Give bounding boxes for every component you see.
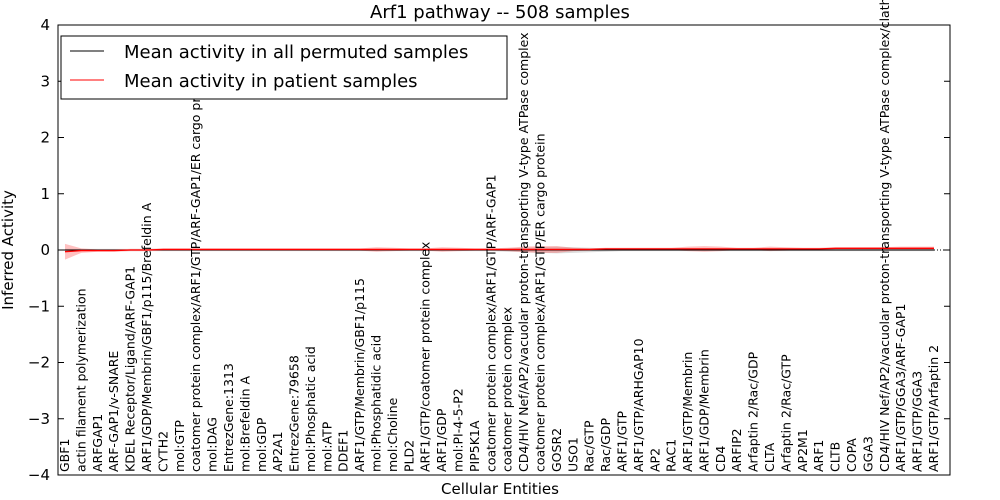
category-label: ARF1/GTP/coatomer protein complex [418, 242, 433, 472]
category-label: mol:GTP [172, 420, 187, 472]
category-label: mol:Brefeldin A [237, 375, 252, 472]
category-label: PLD2 [401, 440, 416, 472]
category-label: GGA3 [860, 436, 875, 472]
category-label: ARF1/GDP/Membrin/GBF1/p115/Brefeldin A [139, 202, 154, 472]
y-tick-label: 3 [40, 72, 50, 90]
category-label: RAC1 [664, 439, 679, 472]
category-label: coatomer protein complex [500, 307, 515, 472]
y-axis-title: Inferred Activity [0, 190, 17, 310]
category-label: mol:Phosphatic acid [303, 346, 318, 472]
category-label: CD4/HIV Nef/AP2/vacuolar proton-transpor… [516, 33, 531, 473]
category-labels: GBF1 actin filament polymerization ARFGAP1… [57, 0, 941, 472]
band-patient [65, 243, 934, 260]
category-label: COPA [844, 438, 859, 472]
category-label: EntrezGene:79658 [287, 355, 302, 472]
category-label: ARF1/GTP/Membrin [680, 352, 695, 472]
category-label: coatomer protein complex/ARF1/GTP/ARF-GA… [483, 174, 498, 472]
y-tick-label: −1 [28, 297, 50, 315]
category-label: AP2M1 [795, 429, 810, 472]
series-lines [64, 247, 934, 253]
category-label: KDEL Receptor/Ligand/ARF-GAP1 [123, 266, 138, 472]
legend-label-patient: Mean activity in patient samples [124, 71, 418, 92]
series-line-patient [64, 247, 934, 253]
category-label: mol:Phosphatidic acid [369, 335, 384, 472]
y-tick-label: −4 [28, 466, 50, 484]
category-label: Rac/GDP [598, 418, 613, 472]
category-label: EntrezGene:1313 [221, 363, 236, 472]
y-tick-label: 2 [40, 129, 50, 147]
category-label: GBF1 [57, 439, 72, 472]
category-label: Arfaptin 2/Rac/GDP [746, 351, 761, 472]
category-label: ARF1/GDP/Membrin [696, 349, 711, 472]
y-tick-label: 1 [40, 185, 50, 203]
category-label: mol:PI-4-5-P2 [451, 388, 466, 472]
category-label: PIP5K1A [467, 420, 482, 472]
category-label: Arfaptin 2/Rac/GTP [778, 354, 793, 472]
category-label: mol:GDP [254, 417, 269, 472]
x-axis-title: Cellular Entities [441, 480, 559, 498]
chart-title: Arf1 pathway -- 508 samples [370, 2, 630, 23]
category-label: coatomer protein complex/ARF1/GTP/ARF-GA… [188, 66, 203, 472]
category-label: AP2A1 [270, 431, 285, 472]
category-label: AP2 [647, 448, 662, 472]
legend-box [60, 35, 508, 100]
category-label: GOSR2 [549, 428, 564, 472]
y-axis-ticks: 4 3 2 1 0 −1 −2 −3 −4 [28, 16, 950, 484]
category-label: ARF1/GTP/Arfaptin 2 [926, 345, 941, 472]
category-label: mol:Choline [385, 397, 400, 472]
category-label: ARF1/GTP/GGA3 [910, 371, 925, 472]
category-label: mol:ATP [319, 421, 334, 472]
category-label: CLTA [762, 442, 777, 472]
category-label: ARF1/GTP/ARHGAP10 [631, 338, 646, 472]
category-label: Rac/GTP [582, 420, 597, 472]
category-label: USO1 [565, 437, 580, 472]
category-label: ARF1/GTP [614, 411, 629, 472]
y-tick-label: −3 [28, 410, 50, 428]
category-label: ARF1/GDP [434, 408, 449, 472]
y-tick-label: 0 [40, 241, 50, 259]
category-label: ARFGAP1 [90, 414, 105, 472]
category-label: coatomer protein complex/ARF1/GTP/ER car… [532, 133, 547, 472]
category-label: CLTB [828, 442, 843, 472]
category-label: CYTH2 [155, 431, 170, 472]
category-label: ARF1/GTP/GGA3/ARF-GAP1 [893, 304, 908, 472]
category-label: actin filament polymerization [73, 288, 88, 472]
y-tick-label: −2 [28, 354, 50, 372]
category-label: ARF-GAP1/v-SNARE [106, 351, 121, 472]
legend: Mean activity in all permuted samples Me… [60, 35, 508, 100]
category-label: CD4 [713, 446, 728, 472]
category-label: ARF1/GTP/Membrin/GBF1/p115 [352, 278, 367, 472]
category-label: ARF1 [811, 440, 826, 472]
category-label: mol:DAG [205, 417, 220, 472]
category-label: DDEF1 [336, 430, 351, 472]
category-label: ARFIP2 [729, 428, 744, 472]
category-label: CD4/HIV Nef/AP2/vacuolar proton-transpor… [877, 0, 892, 472]
legend-label-permuted: Mean activity in all permuted samples [124, 42, 468, 63]
y-tick-label: 4 [40, 16, 50, 34]
